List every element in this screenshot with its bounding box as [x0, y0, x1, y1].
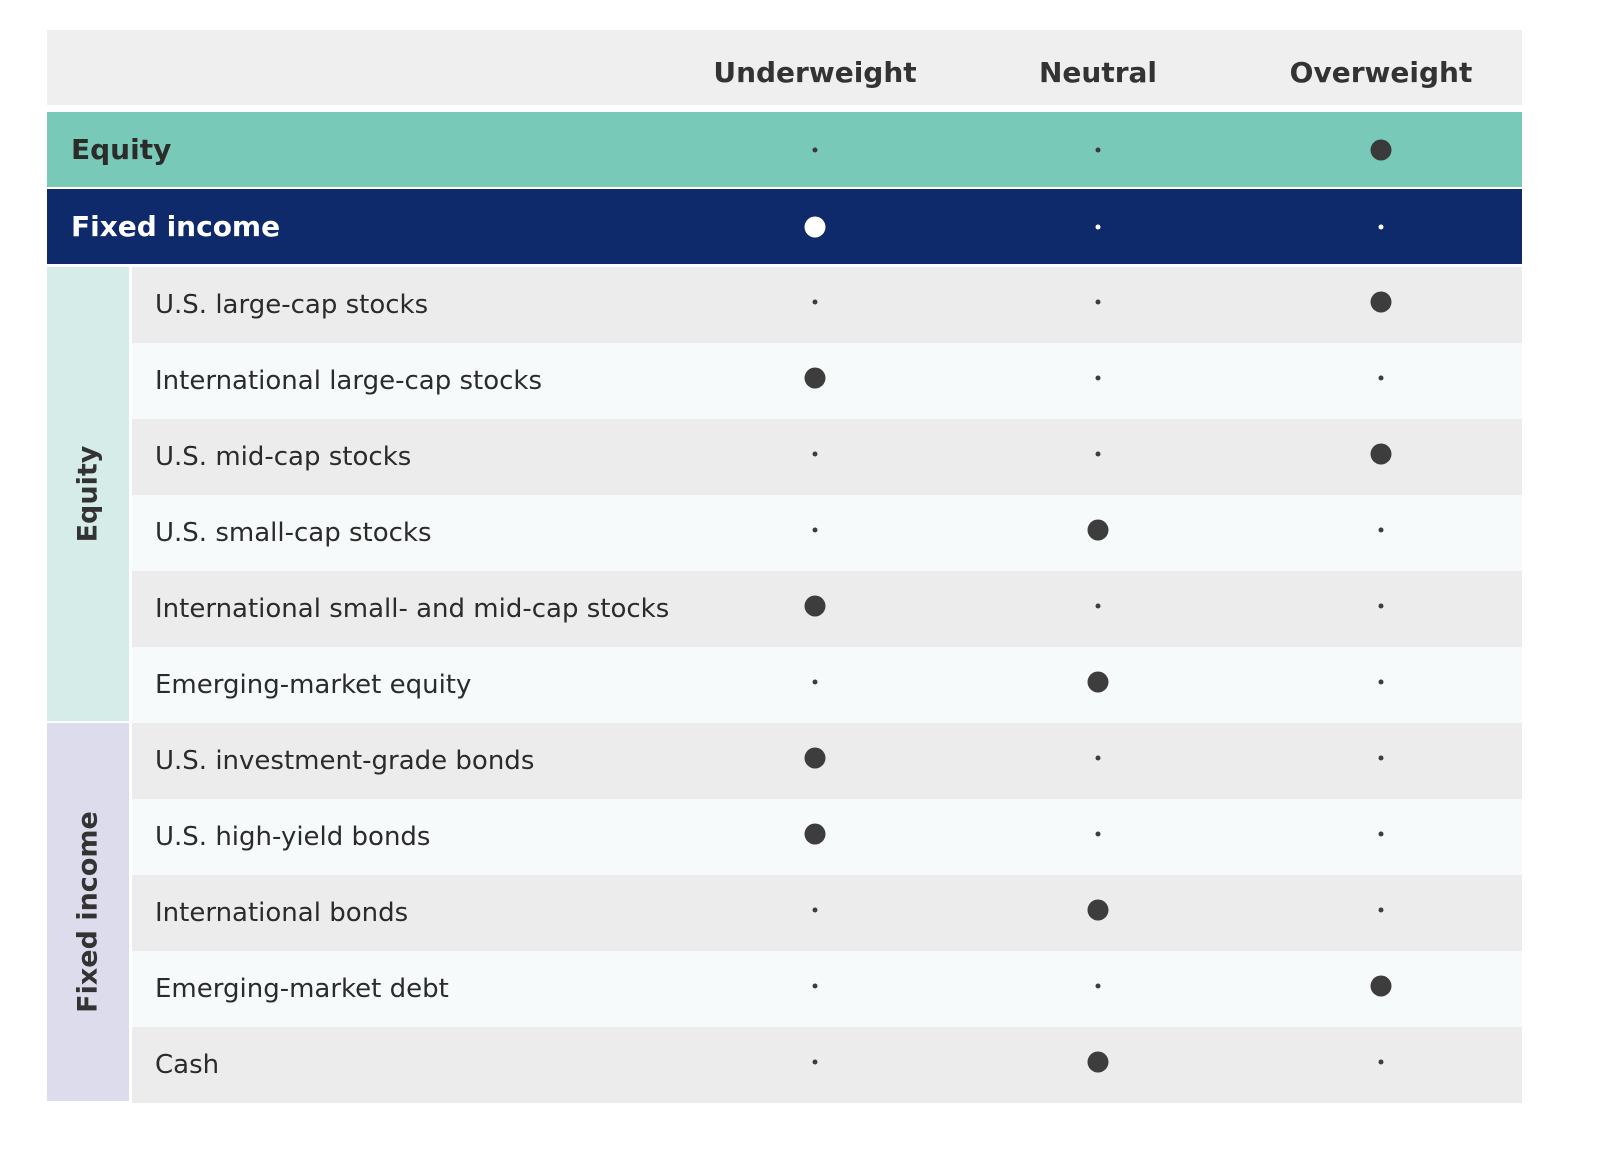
rating-dot	[1087, 1051, 1109, 1073]
empty-dot	[1095, 375, 1101, 381]
column-header: Neutral	[1038, 56, 1158, 89]
empty-dot	[1378, 603, 1384, 609]
row-bg	[132, 723, 1522, 799]
rating-dot	[1370, 443, 1392, 465]
row-bg	[132, 495, 1522, 571]
row-bg	[132, 419, 1522, 495]
row-label: Cash	[155, 1050, 220, 1080]
empty-dot	[812, 679, 818, 685]
empty-dot	[812, 527, 818, 533]
empty-dot	[1095, 451, 1101, 457]
empty-dot	[1378, 224, 1384, 230]
row-label: U.S. mid-cap stocks	[155, 442, 412, 472]
header-bg	[47, 30, 1522, 105]
row-label: International bonds	[155, 898, 409, 928]
row-label: Emerging-market debt	[155, 974, 449, 1004]
empty-dot	[1095, 299, 1101, 305]
row-label: Emerging-market equity	[155, 670, 472, 700]
empty-dot	[812, 299, 818, 305]
row-bg	[132, 343, 1522, 419]
column-header: Underweight	[713, 56, 917, 89]
empty-dot	[812, 907, 818, 913]
empty-dot	[1378, 831, 1384, 837]
empty-dot	[1378, 755, 1384, 761]
summary-row	[47, 112, 1522, 187]
row-label: U.S. high-yield bonds	[155, 822, 431, 852]
row-label: International large-cap stocks	[155, 366, 543, 396]
empty-dot	[1378, 679, 1384, 685]
summary-label: Fixed income	[71, 210, 281, 243]
row-bg	[132, 1027, 1522, 1103]
empty-dot	[1095, 831, 1101, 837]
row-label: International small- and mid-cap stocks	[155, 594, 670, 624]
rating-dot	[1370, 291, 1392, 313]
row-bg	[132, 875, 1522, 951]
rating-dot	[1087, 671, 1109, 693]
empty-dot	[812, 451, 818, 457]
empty-dot	[812, 983, 818, 989]
group-cell	[47, 723, 129, 1101]
rating-dot	[1087, 899, 1109, 921]
rating-dot	[804, 823, 826, 845]
empty-dot	[1095, 755, 1101, 761]
empty-dot	[812, 1059, 818, 1065]
empty-dot	[812, 147, 818, 153]
empty-dot	[1095, 147, 1101, 153]
group-cell	[47, 267, 129, 721]
group-label: Equity	[72, 445, 104, 543]
row-label: U.S. large-cap stocks	[155, 290, 429, 320]
column-header: Overweight	[1289, 56, 1473, 89]
rating-dot	[1370, 139, 1392, 161]
row-bg	[132, 571, 1522, 647]
group-label: Fixed income	[72, 811, 104, 1013]
rating-dot	[804, 216, 826, 238]
row-bg	[132, 267, 1522, 343]
summary-row	[47, 189, 1522, 264]
row-label: U.S. small-cap stocks	[155, 518, 432, 548]
row-bg	[132, 799, 1522, 875]
rating-dot	[804, 595, 826, 617]
empty-dot	[1378, 527, 1384, 533]
empty-dot	[1095, 224, 1101, 230]
empty-dot	[1378, 907, 1384, 913]
rating-dot	[1370, 975, 1392, 997]
rating-dot	[1087, 519, 1109, 541]
summary-label: Equity	[71, 133, 172, 166]
row-bg	[132, 951, 1522, 1027]
rating-dot	[804, 367, 826, 389]
empty-dot	[1378, 1059, 1384, 1065]
empty-dot	[1095, 603, 1101, 609]
rating-dot	[804, 747, 826, 769]
empty-dot	[1378, 375, 1384, 381]
row-bg	[132, 647, 1522, 723]
row-label: U.S. investment-grade bonds	[155, 746, 535, 776]
empty-dot	[1095, 983, 1101, 989]
